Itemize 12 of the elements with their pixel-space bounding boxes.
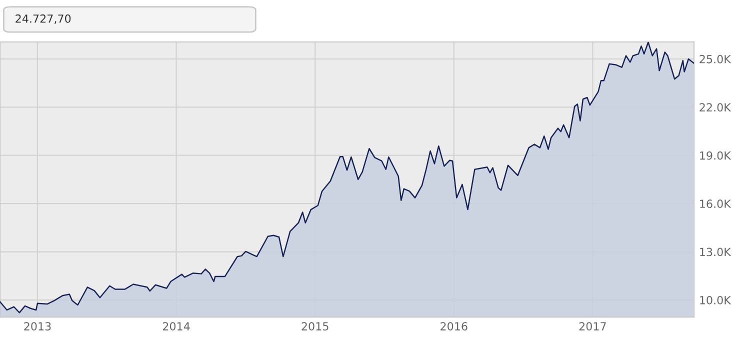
y-tick-label: 25.0K xyxy=(700,54,732,64)
x-tick-label: 2014 xyxy=(162,322,190,331)
x-tick-label: 2017 xyxy=(579,322,606,331)
y-tick-label: 10.0K xyxy=(700,296,732,304)
y-tick-label: 16.0K xyxy=(700,200,732,208)
y-tick-label: 19.0K xyxy=(700,151,732,160)
text: 24.727,70 xyxy=(16,14,71,24)
x-tick-label: 2015 xyxy=(302,322,328,331)
y-tick-label: 13.0K xyxy=(700,248,732,256)
x-tick-label: 2016 xyxy=(440,322,468,331)
y-tick-label: 22.0K xyxy=(700,103,732,112)
x-tick-label: 2013 xyxy=(24,322,51,331)
